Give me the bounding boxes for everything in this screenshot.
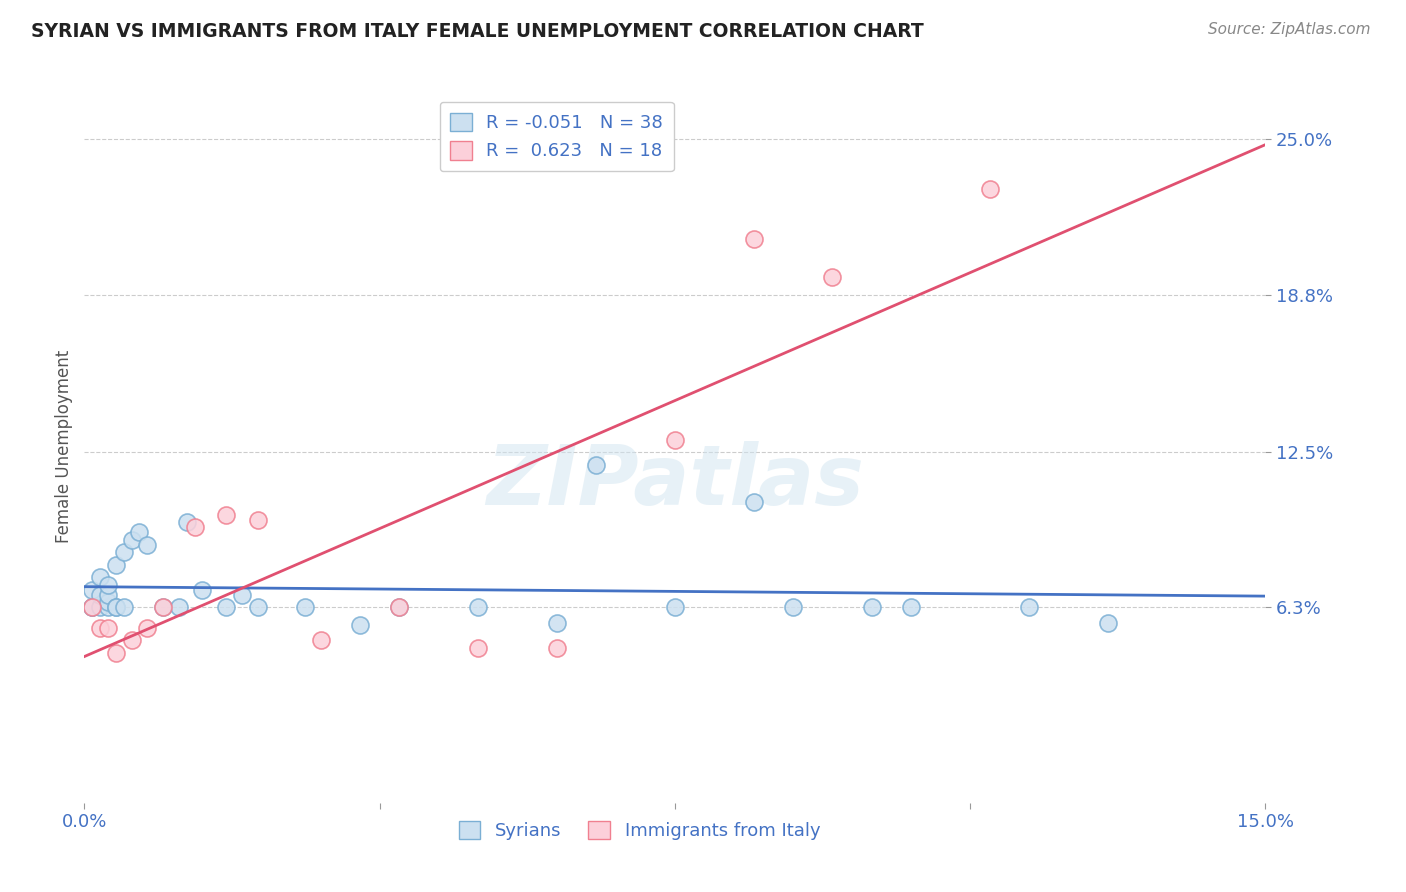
Point [152, 600, 174, 615]
Point [215, 600, 238, 615]
Point [176, 516, 198, 530]
Y-axis label: Female Unemployment: Female Unemployment [55, 350, 73, 542]
Point [294, 600, 316, 615]
Point [97, 600, 120, 615]
Point [167, 600, 190, 615]
Point [388, 600, 411, 615]
Point [136, 621, 159, 635]
Point [112, 600, 135, 615]
Point [89, 588, 111, 602]
Point [97, 588, 120, 602]
Point [664, 433, 686, 447]
Point [128, 525, 150, 540]
Point [215, 508, 238, 522]
Point [191, 582, 214, 597]
Point [349, 618, 371, 632]
Text: Source: ZipAtlas.com: Source: ZipAtlas.com [1208, 22, 1371, 37]
Text: ZIPatlas: ZIPatlas [486, 442, 863, 522]
Point [104, 600, 127, 615]
Point [231, 588, 253, 602]
Point [104, 558, 127, 572]
Point [121, 533, 143, 547]
Point [821, 270, 844, 285]
Point [112, 545, 135, 559]
Point [121, 633, 143, 648]
Point [246, 600, 269, 615]
Point [782, 600, 804, 615]
Point [82, 600, 104, 615]
Point [309, 633, 332, 648]
Point [183, 520, 205, 534]
Point [89, 570, 111, 584]
Point [152, 600, 174, 615]
Point [82, 600, 104, 615]
Point [664, 600, 686, 615]
Point [585, 458, 607, 472]
Point [742, 232, 765, 246]
Point [97, 595, 120, 609]
Point [1018, 600, 1040, 615]
Point [900, 600, 922, 615]
Point [89, 600, 111, 615]
Point [82, 582, 104, 597]
Point [742, 495, 765, 509]
Point [860, 600, 883, 615]
Point [546, 615, 568, 630]
Point [104, 646, 127, 660]
Point [1097, 615, 1119, 630]
Point [246, 513, 269, 527]
Point [388, 600, 411, 615]
Point [89, 621, 111, 635]
Text: SYRIAN VS IMMIGRANTS FROM ITALY FEMALE UNEMPLOYMENT CORRELATION CHART: SYRIAN VS IMMIGRANTS FROM ITALY FEMALE U… [31, 22, 924, 41]
Point [136, 538, 159, 552]
Point [97, 621, 120, 635]
Point [546, 640, 568, 655]
Point [104, 600, 127, 615]
Legend: Syrians, Immigrants from Italy: Syrians, Immigrants from Italy [451, 814, 827, 847]
Point [979, 182, 1001, 196]
Point [82, 600, 104, 615]
Point [467, 600, 489, 615]
Point [97, 578, 120, 592]
Point [467, 640, 489, 655]
